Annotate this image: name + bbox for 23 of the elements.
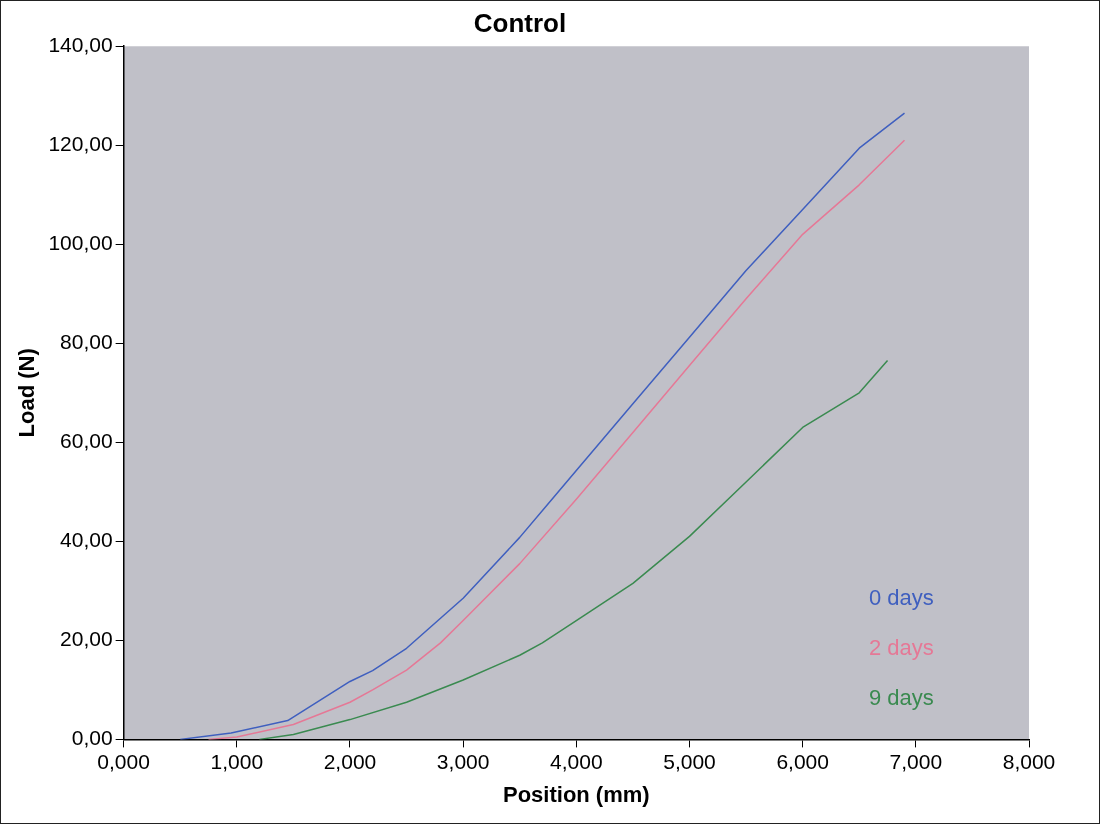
x-tick-label: 6,000 (776, 749, 829, 773)
y-tick-label: 60,00 (60, 429, 113, 453)
x-tick-label: 3,000 (436, 749, 490, 773)
y-tick-label: 40,00 (60, 528, 113, 552)
x-tick-label: 1,000 (210, 749, 264, 773)
x-axis-title: Position (mm) (502, 781, 650, 807)
y-tick-label: 0,00 (71, 726, 113, 750)
x-tick-label: 8,000 (1002, 749, 1056, 773)
text: 9 days (869, 685, 934, 711)
x-tick-label: 0,000 (97, 749, 150, 773)
x-tick-label: 2,000 (323, 749, 377, 773)
text: 2 days (869, 635, 934, 661)
y-tick-label: 140,00 (48, 33, 113, 56)
text: 0 days (869, 585, 934, 611)
chart-title: Control (473, 7, 567, 38)
y-tick-label: 100,00 (48, 231, 113, 255)
x-tick-label: 4,000 (550, 749, 603, 773)
y-axis-title: Load (N) (14, 348, 40, 438)
y-tick-label: 80,00 (60, 330, 113, 354)
x-tick-label: 7,000 (889, 749, 943, 773)
y-tick-label: 20,00 (60, 627, 113, 651)
x-tick-label: 5,000 (663, 749, 716, 773)
y-tick-label: 120,00 (48, 132, 113, 156)
